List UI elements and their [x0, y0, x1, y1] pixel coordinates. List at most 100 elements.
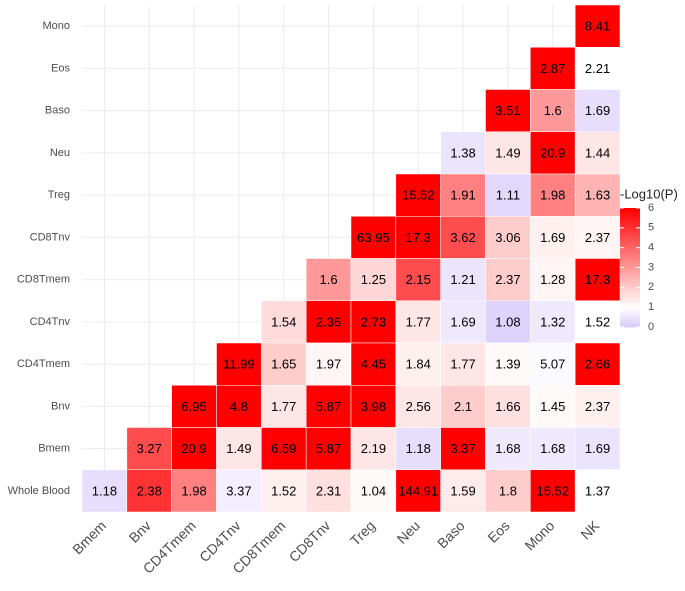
cell-label: 3.27: [137, 441, 162, 456]
legend-tick-label: 3: [648, 261, 654, 273]
legend-gradient: [620, 257, 640, 261]
heatmap-cell: [485, 427, 531, 470]
heatmap-cell: [171, 427, 217, 470]
heatmap-cell: [350, 385, 397, 428]
cell-label: 1.49: [495, 145, 520, 160]
heatmap-cell: [261, 300, 307, 344]
cell-label: 1.98: [181, 483, 206, 498]
heatmap-cell: [305, 427, 352, 470]
cell-label: 5.07: [540, 357, 565, 372]
heatmap-cell: [485, 89, 531, 132]
cell-label: 2.37: [585, 230, 610, 245]
legend-gradient: [620, 265, 640, 268]
legend-gradient: [620, 289, 640, 292]
heatmap-cell: [485, 300, 531, 344]
heatmap-cell: [574, 216, 621, 259]
cell-label: 2.87: [540, 61, 565, 76]
y-tick-label: Bmem: [38, 443, 70, 455]
cell-label: 1.54: [271, 314, 296, 329]
heatmap-cell: [395, 342, 441, 386]
x-tick-label: Bnv: [126, 517, 154, 545]
cell-label: 1.59: [450, 483, 475, 498]
legend-gradient: [620, 209, 640, 213]
heatmap-cell: [216, 342, 262, 386]
legend-gradient: [620, 299, 640, 302]
legend-gradient: [620, 231, 640, 235]
cell-label: 1.45: [540, 399, 565, 414]
legend-gradient: [620, 237, 640, 241]
cell-label: 1.84: [406, 357, 431, 372]
heatmap-cell: [395, 427, 441, 470]
cell-label: 1.32: [540, 314, 565, 329]
cell-label: 2.37: [585, 399, 610, 414]
heatmap-cell: [440, 173, 486, 217]
legend-gradient: [620, 323, 640, 326]
legend-gradient: [620, 225, 640, 229]
heatmap-cell: [305, 385, 352, 428]
cell-label: 8.41: [585, 19, 610, 34]
legend-gradient: [620, 241, 640, 245]
legend-gradient: [620, 279, 640, 282]
heatmap-cell: [574, 173, 621, 217]
cell-label: 11.99: [223, 357, 255, 372]
cell-label: 15.52: [536, 483, 569, 498]
legend-gradient: [620, 211, 640, 215]
heatmap-cell: [395, 258, 441, 301]
cell-label: 1.28: [540, 272, 565, 287]
x-tick-label: Mono: [521, 517, 557, 553]
heatmap-cell: [574, 427, 621, 470]
y-tick-label: Treg: [48, 189, 70, 201]
cell-label: 63.95: [357, 230, 390, 245]
legend-gradient: [620, 247, 640, 251]
heatmap-cell: [485, 173, 531, 217]
x-tick-label: Baso: [434, 517, 468, 551]
legend-gradient: [620, 249, 640, 253]
cell-label: 1.38: [450, 145, 475, 160]
legend-gradient: [620, 208, 640, 211]
cell-label: 1.77: [271, 399, 296, 414]
heatmap-cell: [530, 469, 576, 513]
cell-label: 1.98: [540, 188, 565, 203]
legend-gradient: [620, 243, 640, 247]
legend-gradient: [620, 293, 640, 296]
legend-gradient: [620, 325, 640, 328]
cell-label: 1.77: [406, 314, 431, 329]
legend-gradient: [620, 295, 640, 298]
heatmap-cell: [171, 385, 217, 428]
cell-label: 1.65: [271, 357, 296, 372]
cell-label: 1.04: [361, 483, 386, 498]
cell-label: 4.45: [361, 357, 386, 372]
legend-gradient: [620, 303, 640, 306]
legend-gradient: [620, 319, 640, 322]
x-tick-label: NK: [577, 517, 603, 543]
y-tick-label: CD4Tnv: [30, 316, 71, 328]
legend-gradient: [620, 215, 640, 219]
cell-label: 1.77: [450, 357, 475, 372]
cell-label: 20.9: [540, 145, 565, 160]
y-tick-label: Mono: [42, 20, 70, 32]
cell-label: 2.19: [361, 441, 386, 456]
heatmap-cell: [574, 89, 621, 132]
heatmap-cell: [395, 469, 441, 513]
cell-label: 17.3: [585, 272, 610, 287]
heatmap-cell: [440, 469, 486, 513]
heatmap-cell: [395, 385, 441, 428]
cell-label: 1.52: [585, 314, 610, 329]
cell-label: 2.31: [316, 483, 341, 498]
heatmap-cell: [261, 385, 307, 428]
cell-label: 2.73: [361, 314, 386, 329]
y-tick-label: Bnv: [51, 400, 70, 412]
cell-label: 1.37: [585, 483, 610, 498]
heatmap-cell: [574, 131, 621, 175]
heatmap-cell: [530, 173, 576, 217]
heatmap-cell: [485, 385, 531, 428]
heatmap-cell: [81, 469, 128, 513]
legend-gradient: [620, 251, 640, 255]
heatmap-cell: [574, 300, 621, 344]
cell-label: 2.15: [406, 272, 431, 287]
heatmap-cell: [350, 469, 397, 513]
heatmap-cell: [305, 342, 352, 386]
y-tick-label: CD8Tmem: [17, 274, 70, 286]
heatmap-cell: [126, 469, 172, 513]
